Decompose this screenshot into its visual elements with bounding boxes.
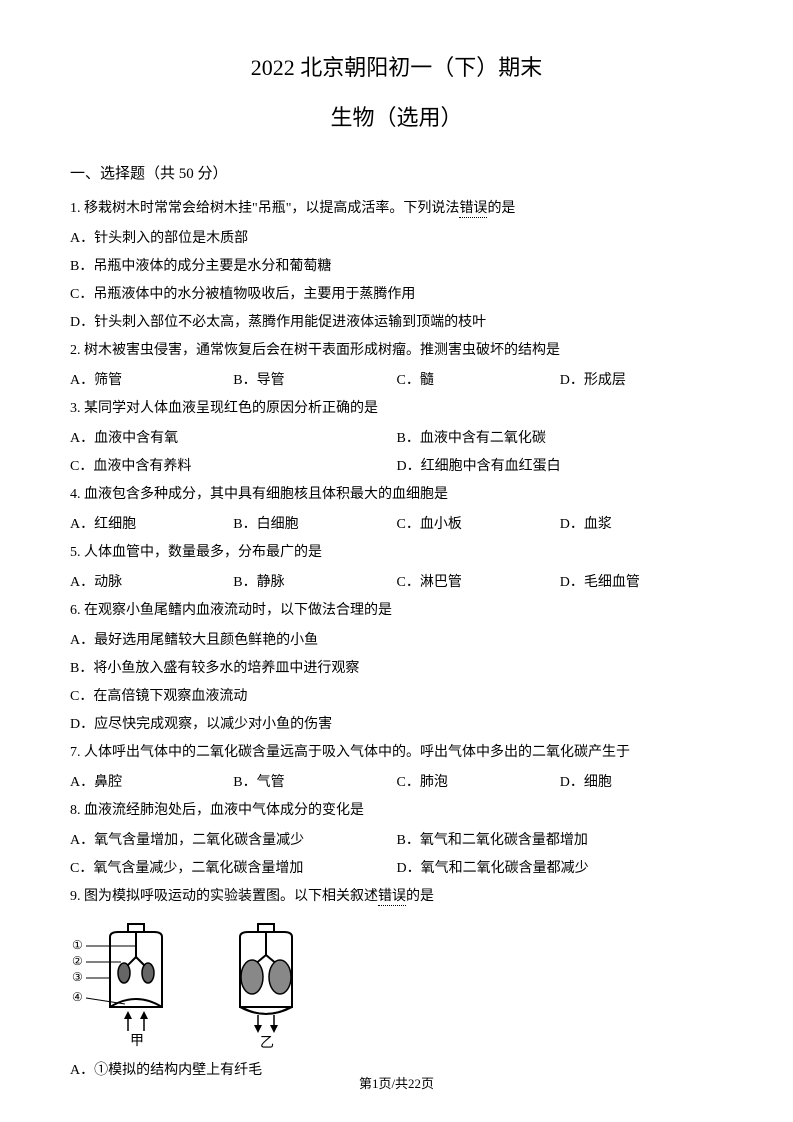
q6-num: 6. xyxy=(70,603,81,618)
question-4-stem: 4. 血液包含多种成分，其中具有细胞核且体积最大的血细胞是 xyxy=(70,481,723,509)
q4-opt-a: A．红细胞 xyxy=(70,511,233,539)
q5-opt-b: B．静脉 xyxy=(233,569,396,597)
q6-opt-d: D．应尽快完成观察，以减少对小鱼的伤害 xyxy=(70,711,723,739)
q9-prefix: 图为模拟呼吸运动的实验装置图。以下相关叙述 xyxy=(84,889,378,904)
q9-suffix: 的是 xyxy=(406,889,434,904)
page-footer: 第1页/共22页 xyxy=(0,1073,793,1092)
question-3-stem: 3. 某同学对人体血液呈现红色的原因分析正确的是 xyxy=(70,395,723,423)
exam-title-main: 2022 北京朝阳初一（下）期末 xyxy=(70,50,723,82)
q2-opt-d: D．形成层 xyxy=(560,367,723,395)
q5-opt-c: C．淋巴管 xyxy=(397,569,560,597)
caption-right: 乙 xyxy=(260,1035,274,1049)
q1-opt-b: B．吊瓶中液体的成分主要是水分和葡萄糖 xyxy=(70,253,723,281)
q7-opt-d: D．细胞 xyxy=(560,769,723,797)
section-header: 一、选择题（共 50 分） xyxy=(70,162,723,183)
question-6-stem: 6. 在观察小鱼尾鳍内血液流动时，以下做法合理的是 xyxy=(70,597,723,625)
q7-opt-a: A．鼻腔 xyxy=(70,769,233,797)
label-4: ④ xyxy=(72,990,83,1004)
q2-num: 2. xyxy=(70,343,81,358)
q8-opt-a: A．氧气含量增加，二氧化碳含量减少 xyxy=(70,827,397,855)
exam-title-sub: 生物（选用） xyxy=(70,100,723,132)
q3-opt-a: A．血液中含有氧 xyxy=(70,425,397,453)
q4-text: 血液包含多种成分，其中具有细胞核且体积最大的血细胞是 xyxy=(84,487,448,502)
q5-opt-a: A．动脉 xyxy=(70,569,233,597)
q3-opt-c: C．血液中含有养料 xyxy=(70,453,397,481)
label-3: ③ xyxy=(72,970,83,984)
question-2-stem: 2. 树木被害虫侵害，通常恢复后会在树干表面形成树瘤。推测害虫破坏的结构是 xyxy=(70,337,723,365)
q4-opt-d: D．血浆 xyxy=(560,511,723,539)
q4-opt-b: B．白细胞 xyxy=(233,511,396,539)
q9-diagram: ① ② ③ ④ 甲 xyxy=(70,919,723,1049)
q1-opt-d: D．针头刺入部位不必太高，蒸腾作用能促进液体运输到顶端的枝叶 xyxy=(70,309,723,337)
q3-text: 某同学对人体血液呈现红色的原因分析正确的是 xyxy=(84,401,378,416)
question-6-options: A．最好选用尾鳍较大且颜色鲜艳的小鱼 B．将小鱼放入盛有较多水的培养皿中进行观察… xyxy=(70,627,723,739)
q4-opt-c: C．血小板 xyxy=(397,511,560,539)
question-5-options: A．动脉 B．静脉 C．淋巴管 D．毛细血管 xyxy=(70,569,723,597)
q6-opt-b: B．将小鱼放入盛有较多水的培养皿中进行观察 xyxy=(70,655,723,683)
q8-opt-b: B．氧气和二氧化碳含量都增加 xyxy=(397,827,724,855)
q5-text: 人体血管中，数量最多，分布最广的是 xyxy=(84,545,322,560)
q6-opt-c: C．在高倍镜下观察血液流动 xyxy=(70,683,723,711)
question-8-options: A．氧气含量增加，二氧化碳含量减少 B．氧气和二氧化碳含量都增加 C．氧气含量减… xyxy=(70,827,723,883)
q4-num: 4. xyxy=(70,487,81,502)
diagram-left: ① ② ③ ④ 甲 xyxy=(70,919,200,1049)
question-7-stem: 7. 人体呼出气体中的二氧化碳含量远高于吸入气体中的。呼出气体中多出的二氧化碳产… xyxy=(70,739,723,767)
label-1: ① xyxy=(72,938,83,952)
q8-text: 血液流经肺泡处后，血液中气体成分的变化是 xyxy=(84,803,364,818)
caption-left: 甲 xyxy=(130,1034,144,1049)
q7-text: 人体呼出气体中的二氧化碳含量远高于吸入气体中的。呼出气体中多出的二氧化碳产生于 xyxy=(84,745,630,760)
q3-opt-d: D．红细胞中含有血红蛋白 xyxy=(397,453,724,481)
q7-num: 7. xyxy=(70,745,81,760)
q6-text: 在观察小鱼尾鳍内血液流动时，以下做法合理的是 xyxy=(84,603,392,618)
q1-num: 1. xyxy=(70,201,81,216)
q7-opt-c: C．肺泡 xyxy=(397,769,560,797)
question-7-options: A．鼻腔 B．气管 C．肺泡 D．细胞 xyxy=(70,769,723,797)
question-1-stem: 1. 移栽树木时常常会给树木挂"吊瓶"，以提高成活率。下列说法错误的是 xyxy=(70,195,723,223)
diagram-right: 乙 xyxy=(220,919,330,1049)
label-2: ② xyxy=(72,954,83,968)
q1-dotted: 错误 xyxy=(459,201,487,218)
question-2-options: A．筛管 B．导管 C．髓 D．形成层 xyxy=(70,367,723,395)
q5-num: 5. xyxy=(70,545,81,560)
q9-dotted: 错误 xyxy=(378,889,406,906)
q5-opt-d: D．毛细血管 xyxy=(560,569,723,597)
question-9-stem: 9. 图为模拟呼吸运动的实验装置图。以下相关叙述错误的是 xyxy=(70,883,723,911)
q1-suffix: 的是 xyxy=(487,201,515,216)
question-5-stem: 5. 人体血管中，数量最多，分布最广的是 xyxy=(70,539,723,567)
q2-opt-a: A．筛管 xyxy=(70,367,233,395)
q1-opt-c: C．吊瓶液体中的水分被植物吸收后，主要用于蒸腾作用 xyxy=(70,281,723,309)
q8-opt-d: D．氧气和二氧化碳含量都减少 xyxy=(397,855,724,883)
question-4-options: A．红细胞 B．白细胞 C．血小板 D．血浆 xyxy=(70,511,723,539)
q8-num: 8. xyxy=(70,803,81,818)
q8-opt-c: C．氧气含量减少，二氧化碳含量增加 xyxy=(70,855,397,883)
q2-opt-b: B．导管 xyxy=(233,367,396,395)
question-8-stem: 8. 血液流经肺泡处后，血液中气体成分的变化是 xyxy=(70,797,723,825)
q1-prefix: 移栽树木时常常会给树木挂"吊瓶"，以提高成活率。下列说法 xyxy=(84,201,459,216)
q7-opt-b: B．气管 xyxy=(233,769,396,797)
q6-opt-a: A．最好选用尾鳍较大且颜色鲜艳的小鱼 xyxy=(70,627,723,655)
q2-opt-c: C．髓 xyxy=(397,367,560,395)
question-3-options: A．血液中含有氧 B．血液中含有二氧化碳 C．血液中含有养料 D．红细胞中含有血… xyxy=(70,425,723,481)
q3-num: 3. xyxy=(70,401,81,416)
q1-opt-a: A．针头刺入的部位是木质部 xyxy=(70,225,723,253)
question-1-options: A．针头刺入的部位是木质部 B．吊瓶中液体的成分主要是水分和葡萄糖 C．吊瓶液体… xyxy=(70,225,723,337)
q2-text: 树木被害虫侵害，通常恢复后会在树干表面形成树瘤。推测害虫破坏的结构是 xyxy=(84,343,560,358)
q9-num: 9. xyxy=(70,889,81,904)
q3-opt-b: B．血液中含有二氧化碳 xyxy=(397,425,724,453)
